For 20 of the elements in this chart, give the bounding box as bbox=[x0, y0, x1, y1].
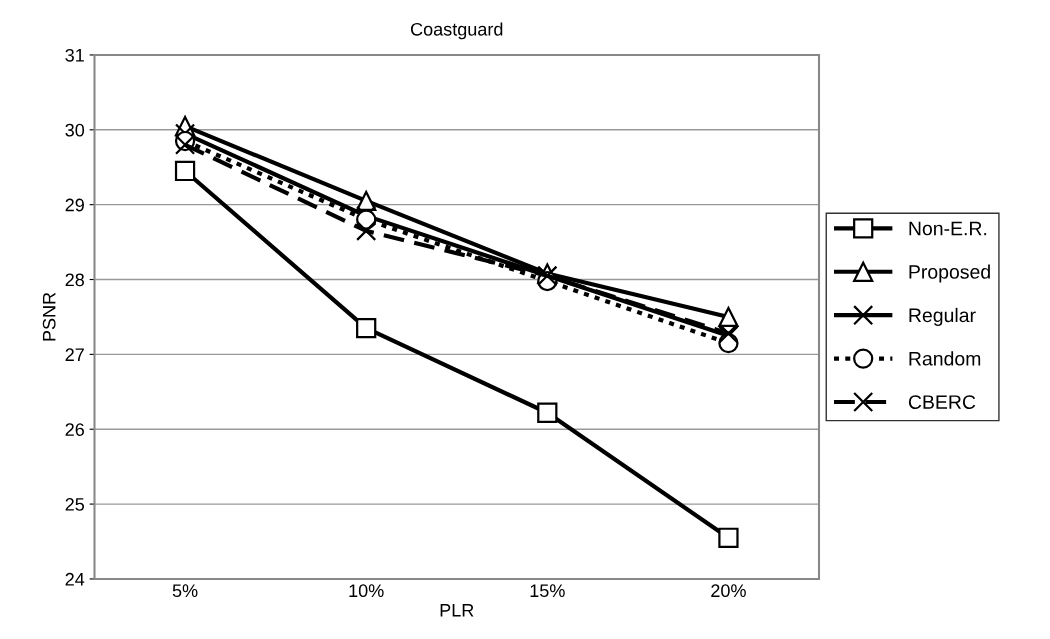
y-tick-label: 24 bbox=[65, 572, 85, 586]
legend-label: CBERC bbox=[908, 395, 976, 409]
y-tick-label: 28 bbox=[65, 273, 84, 287]
y-tick-label: 27 bbox=[65, 348, 84, 361]
x-axis-title: PLR bbox=[440, 604, 474, 617]
legend-label: Proposed bbox=[909, 264, 990, 283]
x-tick-label: 20% bbox=[711, 584, 746, 598]
y-tick-label: 26 bbox=[65, 423, 84, 436]
y-tick-label: 29 bbox=[65, 198, 84, 212]
legend-label: Non-E.R. bbox=[909, 221, 987, 236]
y-tick-label: 25 bbox=[65, 498, 85, 511]
x-tick-label: 15% bbox=[530, 584, 565, 598]
x-tick-label: 5% bbox=[172, 584, 198, 598]
chart-title: Coastguard bbox=[411, 22, 503, 40]
x-tick-label: 10% bbox=[349, 584, 384, 598]
legend-label: Random bbox=[909, 351, 981, 366]
y-tick-label: 30 bbox=[65, 123, 85, 137]
y-tick-label: 31 bbox=[65, 48, 84, 62]
legend-label: Regular bbox=[909, 307, 976, 327]
y-axis-title: PSNR bbox=[42, 292, 56, 341]
